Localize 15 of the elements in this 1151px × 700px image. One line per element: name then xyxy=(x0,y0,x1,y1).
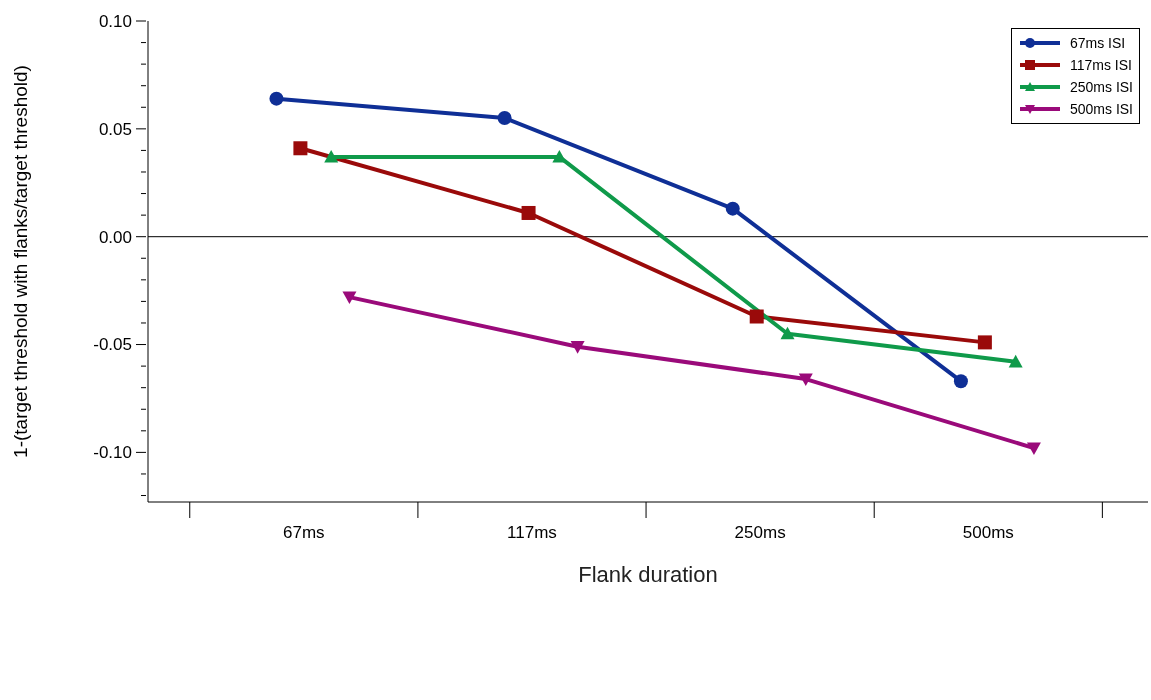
y-tick-label: 0.10 xyxy=(98,11,132,31)
x-tick-label: 117ms xyxy=(507,523,557,542)
legend-label: 67ms ISI xyxy=(1069,35,1126,51)
y-tick-label: 0.05 xyxy=(98,119,132,139)
y-tick-label: -0.10 xyxy=(93,443,132,463)
x-tick-label: 500ms xyxy=(962,523,1014,542)
legend-label: 500ms ISI xyxy=(1069,101,1133,117)
x-tick-label: 250ms xyxy=(734,523,786,542)
y-axis-title: 1-(target threshold with flanks/target threshold) xyxy=(9,65,31,458)
y-tick-label: 0.00 xyxy=(98,227,132,247)
legend-label: 250ms ISI xyxy=(1069,79,1133,95)
legend-label: 117ms ISI xyxy=(1069,57,1132,73)
x-axis-title: Flank duration xyxy=(578,562,718,587)
y-tick-label: -0.05 xyxy=(93,335,132,355)
x-tick-label: 67ms xyxy=(283,523,325,542)
